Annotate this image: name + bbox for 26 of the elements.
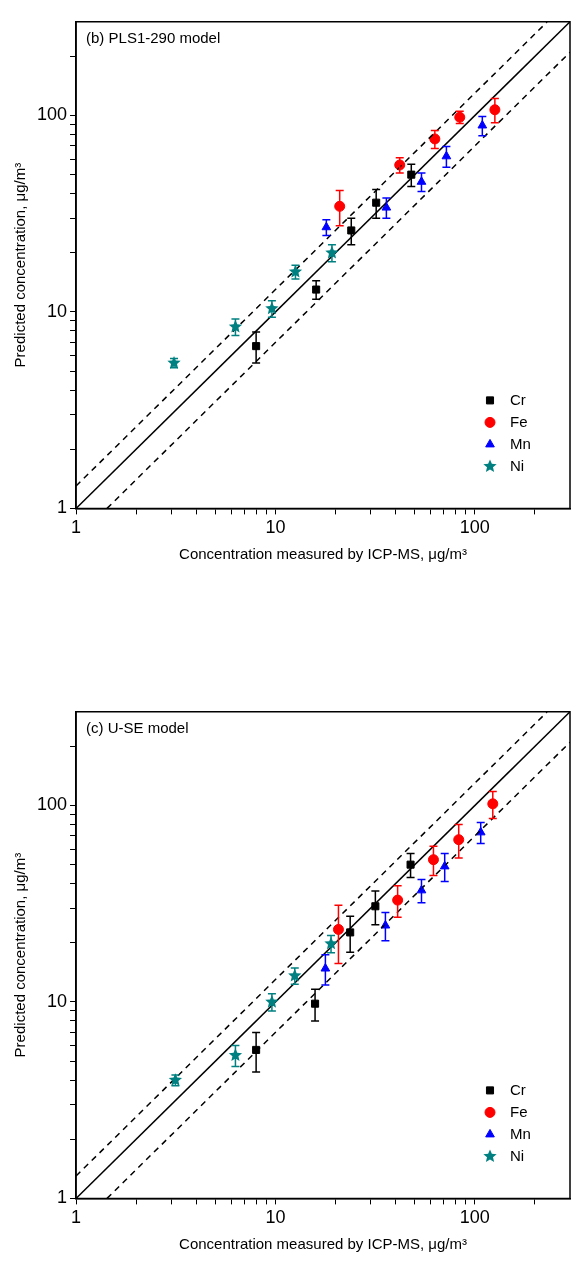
- legend-label: Fe: [510, 1102, 528, 1120]
- x-tick-label: 10: [265, 1207, 286, 1228]
- legend-label: Fe: [510, 412, 528, 430]
- x-axis-title: Concentration measured by ICP-MS, μg/m³: [179, 1235, 467, 1253]
- y-axis-title: Predicted concentration, μg/m³: [11, 852, 29, 1058]
- x-tick-label: 10: [265, 517, 286, 538]
- y-axis-title: Predicted concentration, μg/m³: [11, 162, 29, 368]
- y-tick-label: 100: [36, 794, 68, 815]
- annotation: (b) PLS1-290 model: [86, 29, 221, 47]
- y-tick-label: 1: [57, 497, 68, 518]
- x-tick-label: 100: [459, 517, 490, 538]
- y-tick-label: 100: [36, 104, 68, 125]
- legend-label: Mn: [510, 434, 531, 452]
- y-tick-label: 1: [57, 1187, 68, 1208]
- x-tick-label: 1: [71, 517, 82, 538]
- legend-label: Ni: [510, 456, 525, 474]
- legend-label: Mn: [510, 1124, 531, 1142]
- y-tick-label: 10: [47, 300, 68, 321]
- y-tick-label: 10: [47, 990, 68, 1011]
- x-tick-label: 1: [71, 1207, 82, 1228]
- x-tick-label: 100: [459, 1207, 490, 1228]
- annotation: (c) U-SE model: [86, 719, 189, 737]
- legend-label: Cr: [510, 1080, 526, 1098]
- legend-label: Cr: [510, 390, 526, 408]
- legend-label: Ni: [510, 1146, 525, 1164]
- x-axis-title: Concentration measured by ICP-MS, μg/m³: [179, 545, 467, 563]
